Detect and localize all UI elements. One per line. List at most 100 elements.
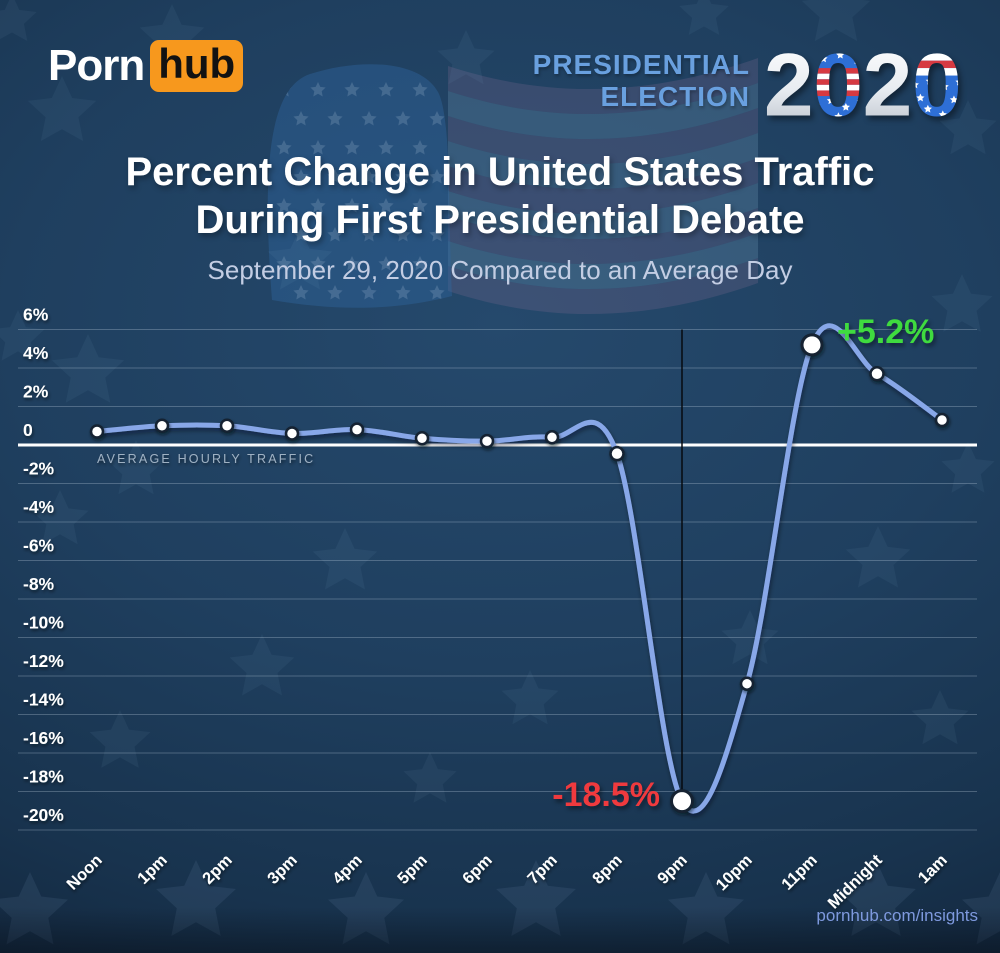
canton-star [429, 111, 445, 126]
flag-star [949, 121, 959, 130]
canton-star [344, 256, 360, 271]
canton-star [361, 227, 377, 242]
x-axis-label: Midnight [824, 851, 886, 913]
pornhub-logo: Porn hub [48, 40, 244, 92]
chart-title-line2: During First Presidential Debate [195, 198, 805, 242]
flag-star [916, 119, 925, 128]
flag-stripe [448, 258, 758, 315]
data-point [349, 422, 365, 437]
flag-star [949, 95, 959, 104]
flag-watermark [267, 58, 758, 315]
background-star [941, 442, 995, 493]
canton-star [293, 285, 309, 300]
flag-stripe [448, 208, 758, 265]
y-axis-label: -4% [23, 497, 55, 517]
election-badge: PRESIDENTIAL ELECTION 0 0 [533, 36, 967, 130]
canton-star [361, 111, 377, 126]
canton-star [378, 82, 394, 97]
canton-star [310, 82, 326, 97]
canton-star [327, 111, 343, 126]
baseline-label: AVERAGE HOURLY TRAFFIC [97, 452, 315, 466]
data-point [414, 431, 430, 446]
y-axis-label: -14% [23, 690, 64, 710]
flag-star [813, 41, 823, 50]
election-badge-words: PRESIDENTIAL ELECTION [533, 49, 750, 114]
flag-star [933, 89, 942, 98]
flag-star [841, 102, 850, 111]
background-star [939, 100, 997, 155]
background-star [51, 334, 125, 403]
canton-star [310, 140, 326, 155]
y-axis-label: -10% [23, 613, 64, 633]
flag-stripe [448, 108, 758, 165]
canton-star [327, 169, 343, 184]
background-star [0, 872, 68, 945]
background-star [836, 860, 916, 936]
y-axis-label: -20% [23, 805, 64, 825]
flag-star [938, 110, 947, 119]
x-axis-label: 1am [915, 851, 951, 887]
data-point [284, 426, 300, 441]
flag-stripe [448, 183, 758, 240]
flag-star [940, 82, 949, 91]
data-point [479, 433, 495, 449]
background-star [0, 310, 45, 361]
canton-star [429, 285, 445, 300]
background-star [668, 872, 744, 945]
background-star [267, 228, 333, 290]
digit-two-2: 2 [863, 36, 913, 130]
background-star [721, 610, 779, 665]
flag-star [826, 96, 836, 105]
flag-stripe [448, 58, 758, 115]
flag-star [819, 54, 828, 63]
canton-star [429, 227, 445, 242]
x-axis-label: Noon [63, 851, 106, 894]
background-star [229, 634, 295, 696]
canton-star [276, 140, 292, 155]
x-axis-label: 3pm [264, 851, 301, 888]
background-star [501, 670, 559, 725]
digit-zero-flag-2 [907, 36, 967, 130]
background-star [911, 690, 969, 745]
x-axis-label: 7pm [524, 851, 561, 888]
chart-title-line1: Percent Change in United States Traffic [125, 150, 875, 194]
background-star [27, 76, 97, 142]
background-star [437, 30, 495, 85]
y-axis-label: -2% [23, 459, 55, 479]
canton-star [293, 111, 309, 126]
data-point [89, 424, 105, 439]
data-point [934, 412, 950, 428]
y-axis-label: -8% [23, 574, 55, 594]
canton-star [412, 198, 428, 213]
background-star [496, 860, 576, 936]
flag-star [852, 56, 862, 65]
x-axis-label: 8pm [589, 851, 626, 888]
canton-star [344, 198, 360, 213]
background-star [962, 872, 1000, 945]
x-axis-label: 4pm [329, 851, 366, 888]
y-axis-label: 6% [23, 305, 49, 325]
digit-two-1: 2 [764, 36, 814, 130]
x-axis-label: 2pm [199, 851, 236, 888]
canton-star [293, 227, 309, 242]
max-annotation: +5.2% [837, 312, 935, 351]
canton-star [344, 82, 360, 97]
background-star [107, 440, 165, 495]
flag-star [811, 101, 821, 109]
flag-star [955, 77, 964, 86]
canton-star [327, 227, 343, 242]
canton-star [412, 140, 428, 155]
canton-star [310, 198, 326, 213]
canton-star [293, 169, 309, 184]
canton-star [327, 285, 343, 300]
background-star [679, 0, 729, 35]
x-axis-label: 10pm [713, 851, 756, 894]
flag-star [856, 97, 865, 106]
canton-star [395, 111, 411, 126]
flag-star [933, 117, 942, 126]
flag-stripe [448, 158, 758, 215]
data-point [544, 430, 560, 445]
flag-star [834, 112, 843, 120]
background-star [312, 528, 378, 590]
